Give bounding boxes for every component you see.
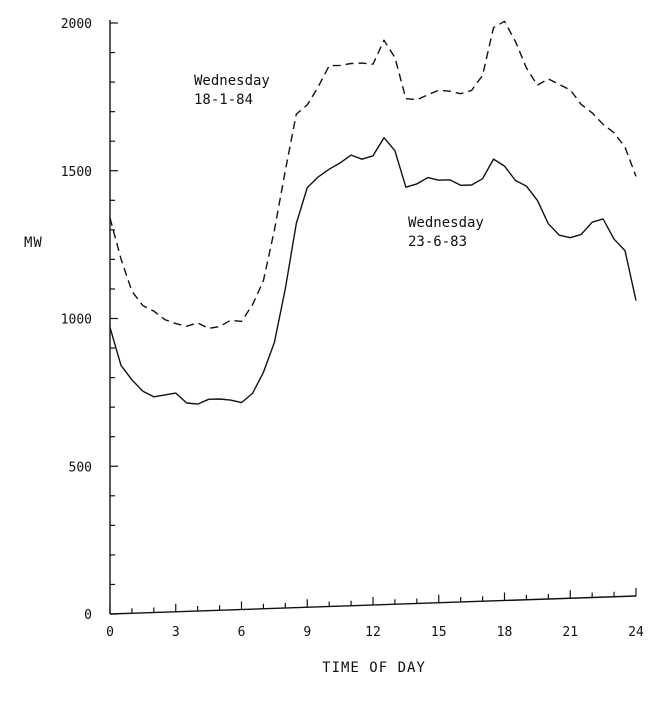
y-axis-title: MW xyxy=(24,235,43,251)
y-tick-label: 500 xyxy=(69,460,92,475)
x-tick-label: 21 xyxy=(562,625,578,640)
y-tick-label: 0 xyxy=(84,608,92,623)
y-tick-label: 2000 xyxy=(61,17,92,32)
annotation-summer-day: Wednesday xyxy=(408,215,484,231)
x-tick-label: 9 xyxy=(303,625,311,640)
x-tick-label: 6 xyxy=(238,625,246,640)
annotation-summer-date: 23-6-83 xyxy=(408,234,467,250)
y-tick-label: 1000 xyxy=(61,313,92,328)
x-axis-title: TIME OF DAY xyxy=(322,660,426,676)
x-tick-label: 24 xyxy=(628,625,644,640)
y-axis: 0 500 1000 1500 2000 MW xyxy=(24,17,118,623)
annotation-summer: Wednesday 23-6-83 xyxy=(408,215,484,250)
series-layer xyxy=(109,20,637,405)
x-tick-label: 12 xyxy=(365,625,381,640)
series-line-summer xyxy=(109,136,637,405)
annotation-winter-date: 18-1-84 xyxy=(194,92,253,108)
series-line-winter xyxy=(109,20,637,330)
y-tick-label: 1500 xyxy=(61,165,92,180)
x-tick-label: 3 xyxy=(172,625,180,640)
x-tick-label: 18 xyxy=(497,625,513,640)
x-tick-label: 0 xyxy=(106,625,114,640)
annotation-winter-day: Wednesday xyxy=(194,73,270,89)
x-axis: 0 3 6 9 12 15 18 21 24 TIME OF DAY xyxy=(106,588,644,676)
x-tick-label: 15 xyxy=(431,625,447,640)
annotation-winter: Wednesday 18-1-84 xyxy=(194,73,270,108)
